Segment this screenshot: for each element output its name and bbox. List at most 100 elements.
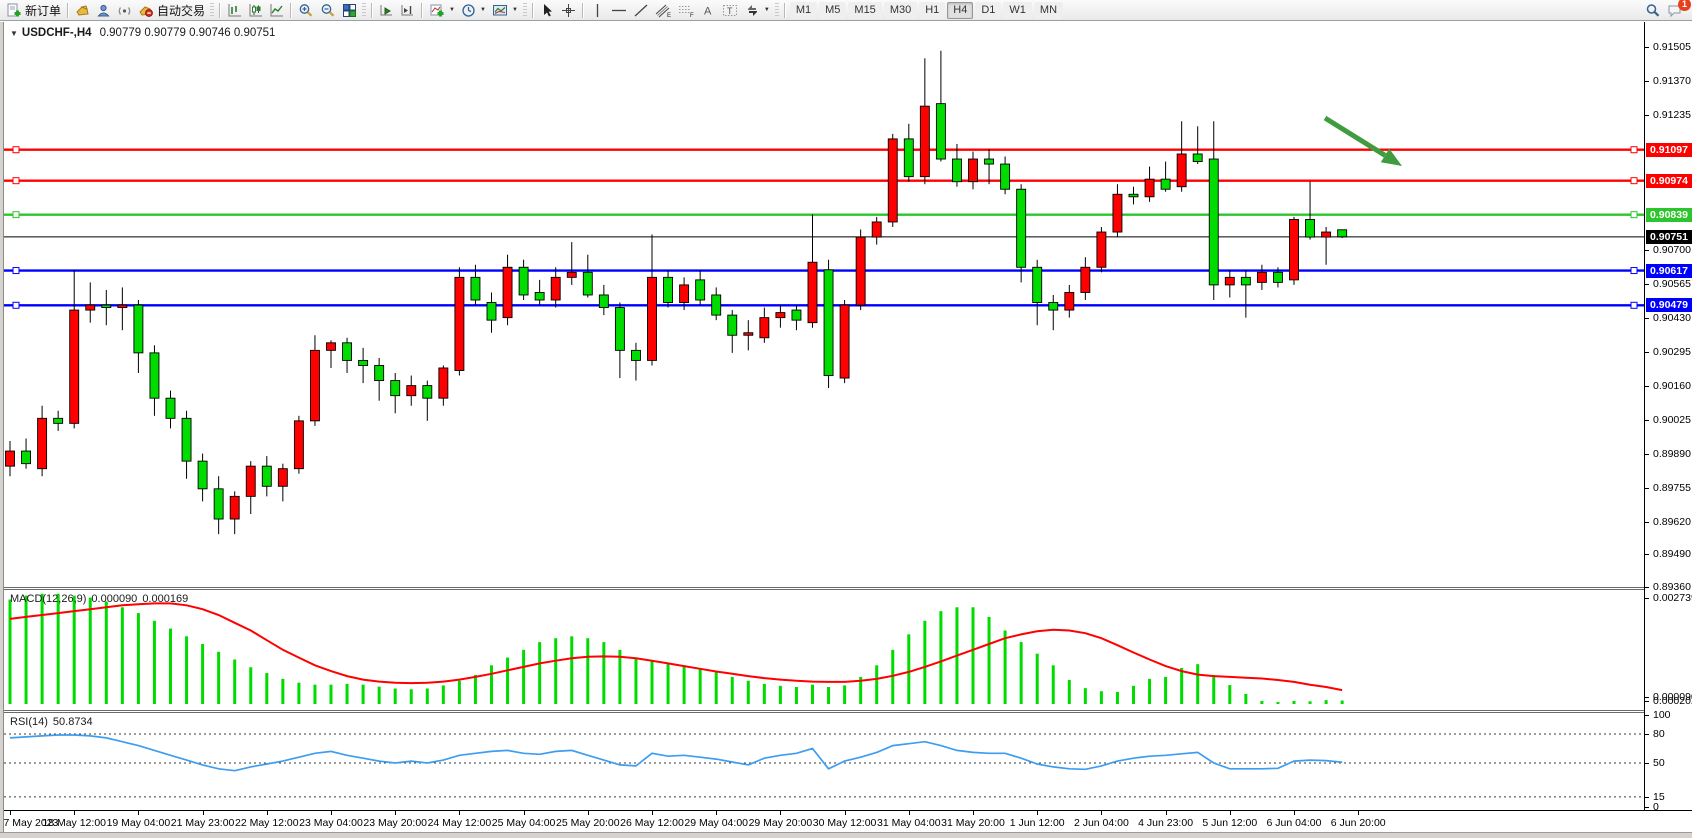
macd-histogram-bar [24, 595, 28, 704]
date-tick [395, 811, 397, 815]
fibonacci-button[interactable]: F [675, 1, 698, 20]
date-label: 17 May 2023 [0, 817, 59, 829]
main-price-pane[interactable] [0, 22, 1692, 588]
pane-separator[interactable] [0, 587, 1692, 590]
price-scale-label: 0.89890 [1653, 447, 1691, 460]
timeframe-toolbar: M1 M5 M15 M30 H1 H4 D1 W1 MN [789, 1, 1064, 19]
date-label: 25 May 20:00 [555, 817, 620, 829]
notifications-button[interactable]: 1 [1664, 0, 1691, 20]
trendline-icon [634, 4, 648, 16]
market-watch-button[interactable] [72, 1, 93, 20]
timeframe-w1[interactable]: W1 [1003, 1, 1032, 19]
pane-separator[interactable] [0, 710, 1692, 713]
trendline-button[interactable] [630, 1, 652, 20]
zoom-out-button[interactable] [317, 1, 339, 20]
chevron-down-icon: ▼ [511, 7, 518, 13]
timeframe-m5[interactable]: M5 [819, 1, 847, 19]
date-label: 29 May 20:00 [748, 817, 813, 829]
toolbar-separator [67, 2, 70, 18]
macd-histogram-bar [875, 665, 879, 704]
bar-chart-button[interactable] [224, 1, 245, 20]
price-scale-label: 0.89360 [1653, 581, 1691, 593]
macd-histogram-bar [185, 636, 189, 704]
indicators-button[interactable]: ▼ [426, 1, 458, 20]
macd-histogram-bar [554, 638, 558, 704]
text-button[interactable]: A [698, 1, 719, 20]
equidistant-channel-button[interactable]: E [652, 1, 675, 20]
line-handle[interactable] [1630, 301, 1638, 309]
periods-button[interactable]: ▼ [458, 1, 489, 20]
macd-pane[interactable] [0, 590, 1692, 711]
date-label: 31 May 04:00 [876, 817, 941, 829]
candle [245, 465, 256, 497]
timeframe-m1[interactable]: M1 [789, 1, 818, 19]
price-scale-label-tick [1644, 453, 1649, 455]
annotation-arrow-head[interactable] [1380, 148, 1402, 166]
autotrading-button[interactable]: 自动交易 [135, 1, 208, 20]
macd-histogram-bar [602, 642, 606, 704]
line-handle[interactable] [12, 146, 20, 154]
price-scale-label-tick [1644, 317, 1649, 319]
candle [1000, 163, 1011, 190]
macd-histogram-bar [1276, 702, 1280, 704]
line-handle[interactable] [12, 211, 20, 219]
date-label: 22 May 12:00 [234, 817, 299, 829]
macd-scale-label-tick [1644, 697, 1649, 698]
candle [1224, 276, 1235, 286]
templates-button[interactable]: ▼ [489, 1, 521, 20]
date-axis[interactable]: 17 May 2023 18 May 12:00 19 May 04:00 21 Ma… [0, 810, 1692, 833]
terminal-button[interactable] [114, 1, 135, 20]
line-handle[interactable] [12, 177, 20, 185]
text-label-button[interactable]: T [719, 1, 741, 20]
crosshair-button[interactable] [558, 1, 579, 20]
horizontal-line-icon [611, 9, 626, 11]
search-button[interactable] [1642, 1, 1664, 20]
timeframe-d1[interactable]: D1 [975, 1, 1002, 19]
zoom-in-button[interactable] [295, 1, 317, 20]
chart-shift-button[interactable] [397, 1, 418, 20]
timeframe-h4[interactable]: H4 [947, 1, 974, 19]
candle [807, 261, 818, 324]
vertical-line-button[interactable] [587, 1, 608, 20]
macd-histogram-bar [586, 638, 590, 704]
line-handle[interactable] [1630, 267, 1638, 275]
macd-histogram-bar [409, 689, 413, 704]
navigator-button[interactable] [93, 1, 114, 20]
cursor-button[interactable] [537, 1, 558, 20]
collapse-caret-icon[interactable]: ▼ [10, 29, 18, 38]
timeframe-h1[interactable]: H1 [919, 1, 946, 19]
annotation-arrow[interactable] [1323, 115, 1387, 158]
candle [823, 269, 834, 376]
timeframe-m15[interactable]: M15 [848, 1, 882, 19]
macd-signal-line [9, 602, 1343, 692]
line-handle[interactable] [12, 301, 20, 309]
candle [197, 460, 208, 490]
date-label: 30 May 12:00 [812, 817, 877, 829]
chart-symbol: USDCHF-,H4 [21, 27, 92, 39]
timeframe-mn[interactable]: MN [1033, 1, 1064, 19]
timeframe-m30[interactable]: M30 [883, 1, 918, 19]
candle [454, 276, 465, 371]
macd-histogram-bar [297, 682, 301, 704]
macd-histogram-bar [1019, 642, 1023, 704]
window-bottom-border [0, 832, 1692, 838]
line-chart-button[interactable] [266, 1, 287, 20]
date-tick [266, 811, 268, 815]
autotrading-icon [139, 5, 153, 17]
rsi-pane[interactable] [0, 713, 1692, 810]
line-handle[interactable] [1630, 146, 1638, 154]
tile-windows-button[interactable] [339, 1, 360, 20]
horizontal-line-button[interactable] [608, 1, 630, 20]
current-price-label: 0.90751 [1646, 229, 1692, 244]
candle [1192, 153, 1203, 162]
macd-histogram-bar [778, 685, 782, 704]
new-order-button[interactable]: 新订单 [3, 1, 64, 20]
arrows-button[interactable]: ▼ [741, 1, 773, 20]
line-handle[interactable] [1630, 177, 1638, 185]
line-handle[interactable] [1630, 211, 1638, 219]
candle [791, 309, 802, 321]
candlestick-chart-button[interactable] [245, 1, 266, 20]
line-handle[interactable] [12, 267, 20, 275]
price-scale[interactable]: 0.91505 0.91370 0.91235 0.90700 0.90565 0.904… [1644, 22, 1692, 813]
auto-scroll-button[interactable] [376, 1, 397, 20]
